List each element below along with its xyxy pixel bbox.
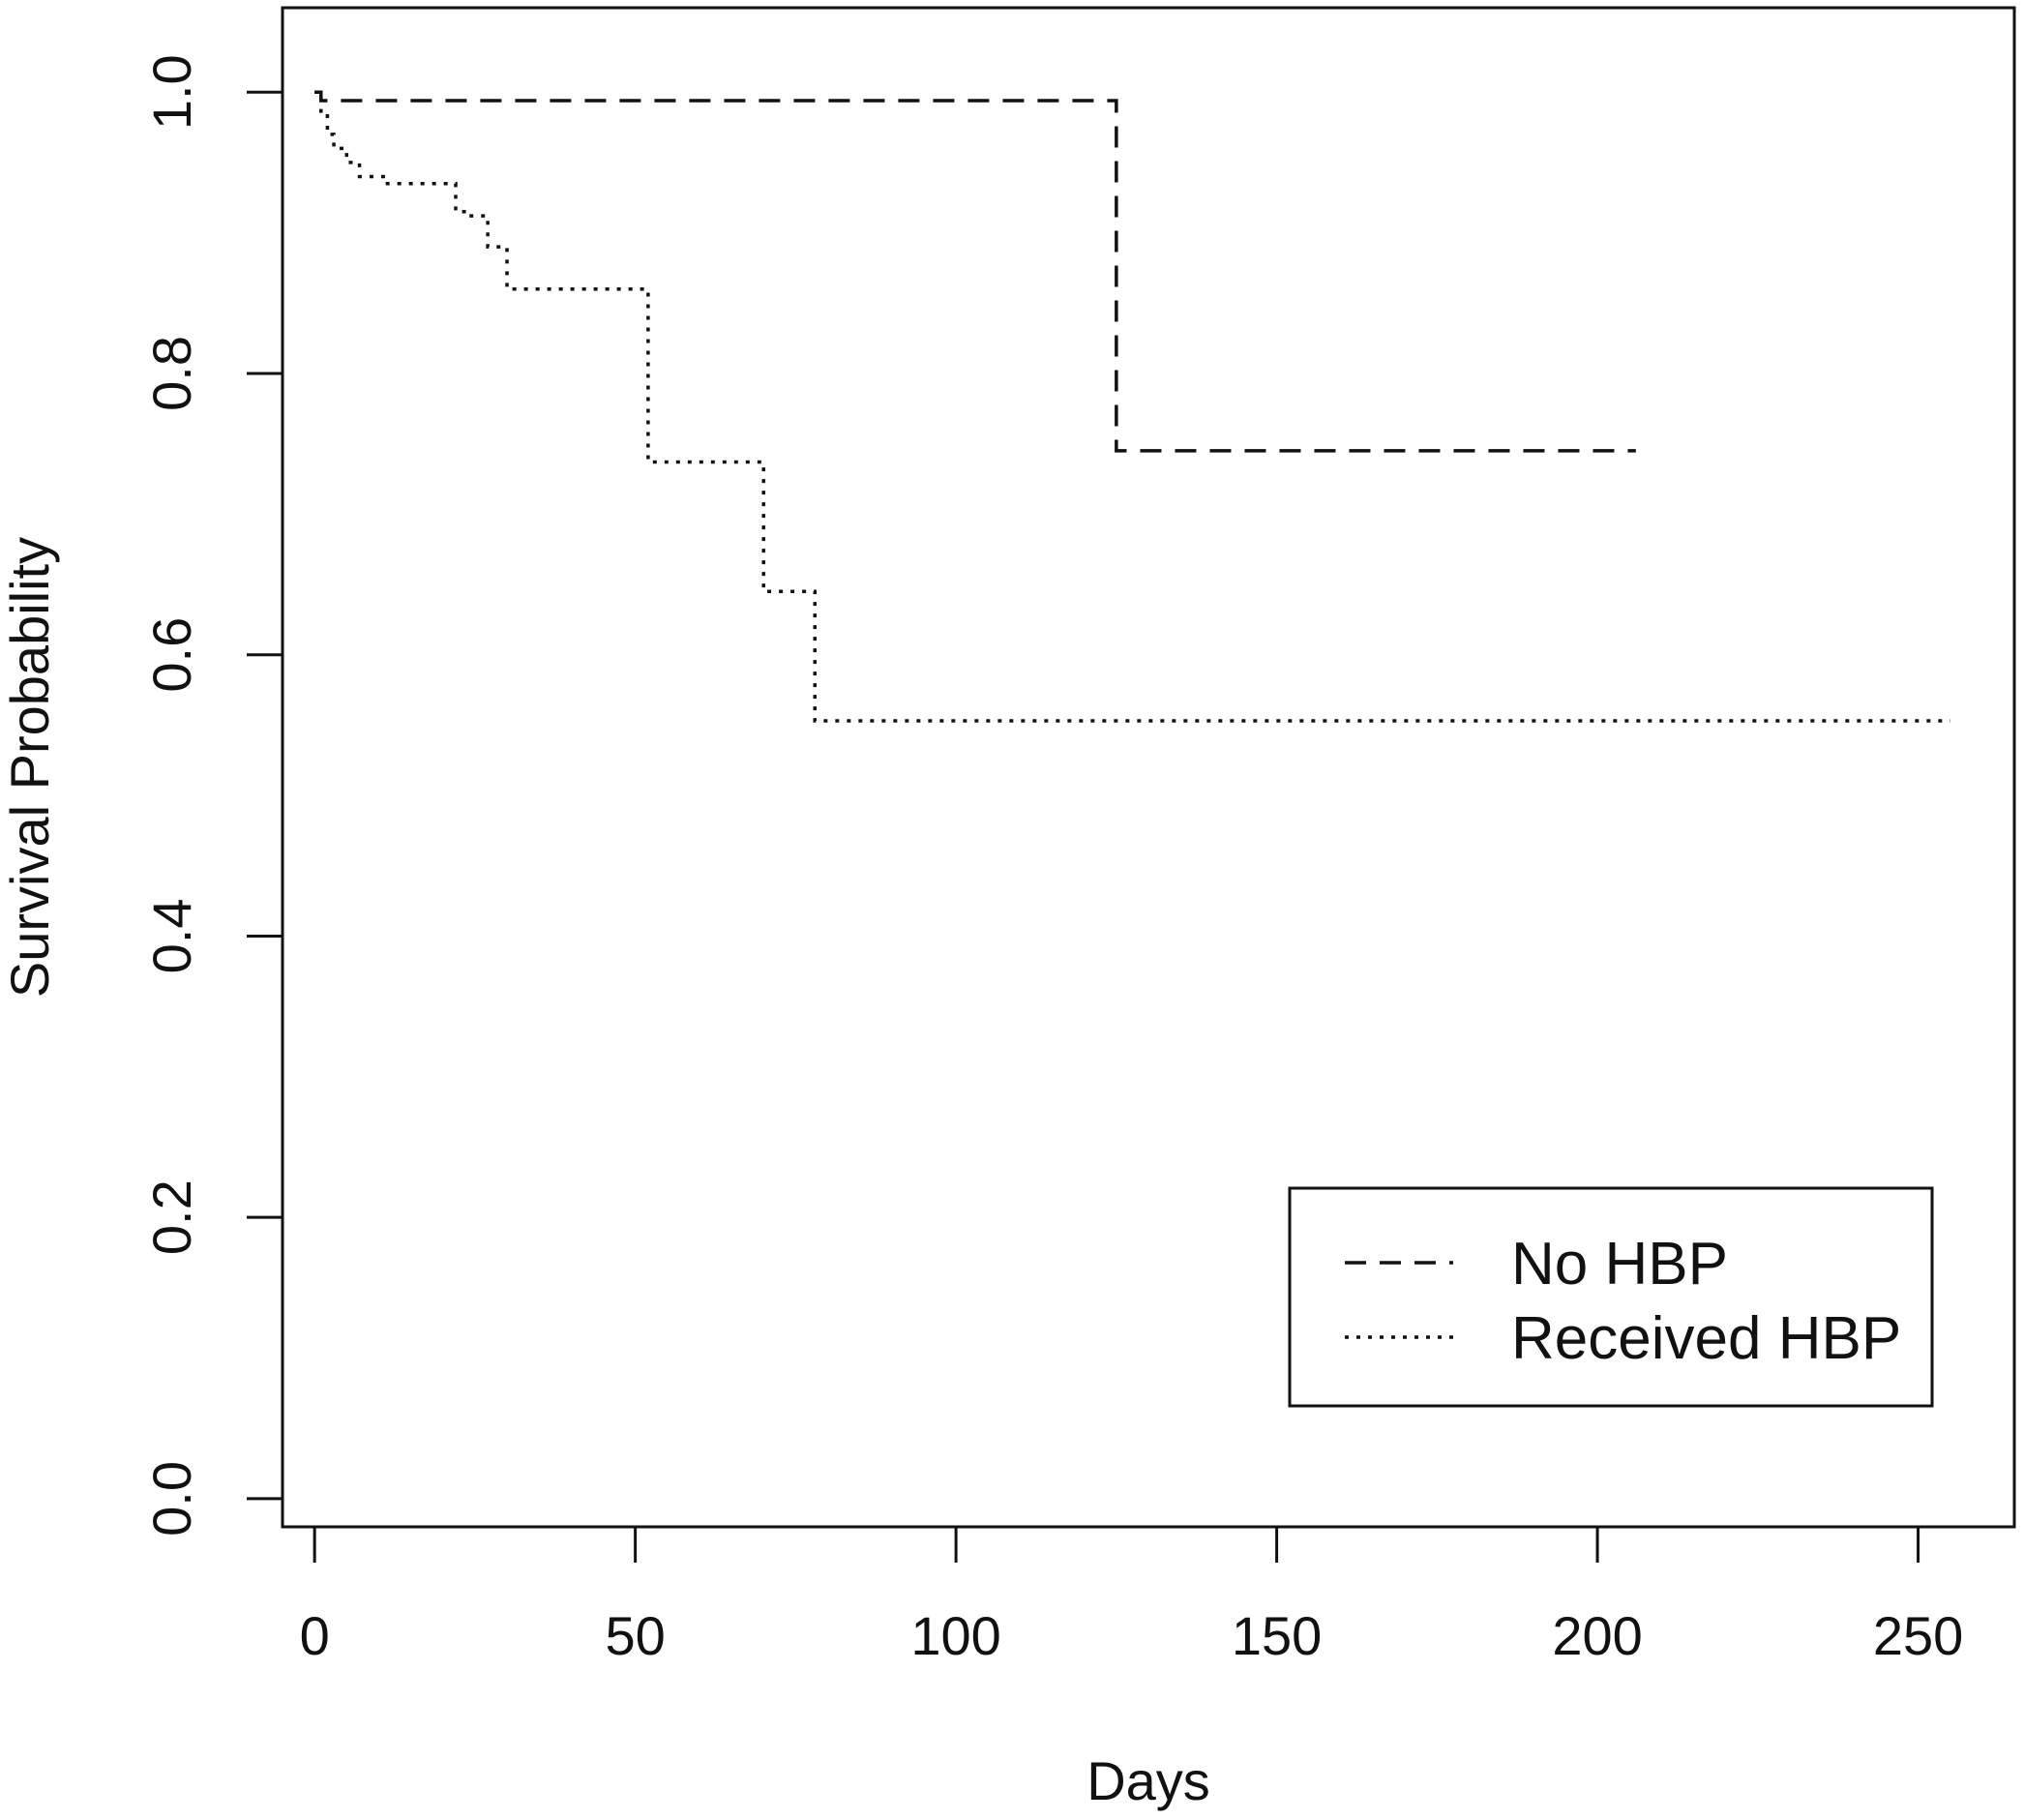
series-line-received-hbp xyxy=(314,90,1950,723)
series-line-no-hbp xyxy=(314,90,1636,453)
y-tick-label: 0.2 xyxy=(141,1179,202,1255)
legend-label-no-hbp: No HBP xyxy=(1511,1231,1728,1298)
legend-box xyxy=(1288,1186,1934,1408)
y-tick-label: 0.4 xyxy=(141,899,202,974)
x-tick-label: 100 xyxy=(910,1605,1000,1666)
y-tick-label: 1.0 xyxy=(141,54,202,130)
x-tick-label: 50 xyxy=(605,1605,665,1666)
x-axis-title: Days xyxy=(1086,1750,1210,1811)
x-tick-label: 0 xyxy=(300,1605,330,1666)
x-tick-label: 150 xyxy=(1232,1605,1322,1666)
legend-label-received-hbp: Received HBP xyxy=(1511,1305,1901,1372)
legend: No HBP Received HBP xyxy=(1288,1186,1934,1408)
series-layer xyxy=(314,90,1950,723)
y-tick-label: 0.6 xyxy=(141,617,202,693)
y-axis-title: Survival Probability xyxy=(0,537,60,998)
y-tick-label: 0.0 xyxy=(141,1461,202,1537)
x-axis: 0 50 100 150 200 250 xyxy=(300,1525,1963,1666)
y-axis: 0.0 0.2 0.4 0.6 0.8 1.0 xyxy=(141,54,284,1537)
x-tick-label: 250 xyxy=(1873,1605,1963,1666)
y-tick-label: 0.8 xyxy=(141,336,202,411)
x-tick-label: 200 xyxy=(1552,1605,1642,1666)
